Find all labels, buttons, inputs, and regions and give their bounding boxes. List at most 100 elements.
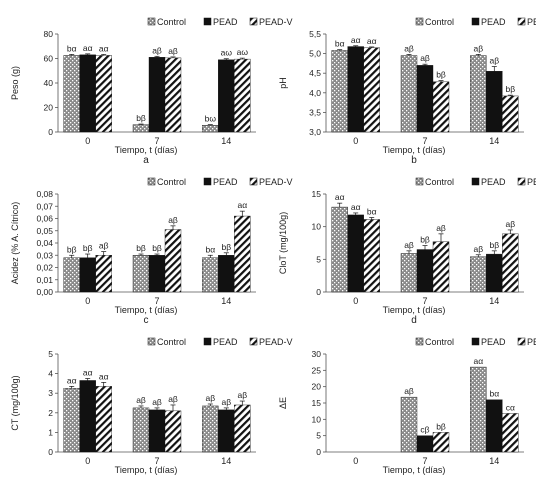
bar-pead-t0 [79,54,96,133]
x-tick-label: 14 [489,296,499,306]
bar-pead-t14 [486,399,503,453]
data-label: bβ [221,242,231,252]
data-label: bα [489,389,499,399]
bar-control-t14 [470,256,487,293]
y-tick-label: 5 [48,349,53,359]
panel-letter: d [411,315,417,326]
y-tick-label: 4 [48,369,53,379]
y-tick-label: 5 [316,254,321,264]
bar-pead-t7 [148,255,166,293]
legend-swatch-pead [471,177,480,186]
y-tick-label: 30 [312,349,322,359]
data-label: aω [237,47,249,57]
y-tick-label: 15 [312,189,322,199]
data-label: aβ [436,223,446,233]
y-tick-label: 4,0 [309,88,321,98]
chart-panel-c: Control PEAD PEAD-V 0,00 0,01 0,02 0,03 0,04 0,0… [10,177,293,326]
x-tick-label: 7 [422,136,427,146]
x-tick-label: 7 [154,296,159,306]
legend-label-peadv: PEAD-V [527,337,536,347]
legend-label-control: Control [157,17,186,27]
x-tick-label: 0 [85,296,90,306]
panel-letter: a [143,155,149,166]
y-tick-label: 20 [312,382,322,392]
data-label: bβ [505,84,515,94]
bar-peadv-t0 [95,55,112,133]
bar-peadv-t7 [164,57,182,133]
data-label: aβ [473,43,483,53]
x-axis-label: Tiempo, t (días) [115,145,178,155]
bar-peadv-t0 [363,219,380,293]
y-tick-label: 0,01 [36,275,53,285]
data-label: bβ [489,240,499,250]
legend-swatch-control [415,17,424,26]
bar-control-t7 [400,55,418,133]
x-tick-label: 14 [489,136,499,146]
legend-label-peadv: PEAD-V [259,17,293,27]
legend-swatch-peadv [517,337,526,346]
y-tick-label: 3,0 [309,127,321,137]
x-axis-label: Tiempo, t (días) [383,305,446,315]
y-tick-label: 0,02 [36,263,53,273]
bar-pead-t7 [416,249,434,293]
bar-peadv-t7 [432,81,450,133]
bar-peadv-t14 [234,404,251,453]
legend-swatch-peadv [517,177,526,186]
bar-peadv-t0 [95,255,112,293]
legend-label-peadv: PEAD-V [259,177,293,187]
x-tick-label: 7 [154,136,159,146]
x-tick-label: 14 [221,136,231,146]
chart-legend: Control PEAD PEAD-V [147,17,293,27]
data-label: bβ [67,244,77,254]
x-tick-label: 0 [353,136,358,146]
y-tick-label: 0 [48,447,53,457]
data-label: aα [351,202,361,212]
bar-pead-t0 [347,46,364,133]
data-label: aβ [99,241,109,251]
y-tick-label: 5,0 [309,49,321,59]
y-tick-label: 0 [316,287,321,297]
data-label: aα [83,368,93,378]
x-tick-label: 0 [85,456,90,466]
legend-swatch-control [415,177,424,186]
data-label: aα [367,36,377,46]
bar-peadv-t7 [432,241,450,293]
bar-peadv-t14 [502,233,519,293]
panel-letter: c [144,315,149,326]
x-tick-label: 14 [221,456,231,466]
x-tick-label: 7 [422,296,427,306]
bar-control-t0 [331,50,348,133]
chart-legend: Control PEAD PEAD-V [147,337,293,347]
y-tick-label: 10 [312,222,322,232]
y-tick-label: 0,03 [36,250,53,260]
chart-panel-b: ControlPEADPEAD-V3,03,54,04,55,05,5pHbαa… [278,17,536,166]
legend-swatch-pead [471,337,480,346]
bar-peadv-t14 [502,413,519,453]
data-label: aω [221,48,233,58]
y-tick-label: 0,06 [36,214,53,224]
legend-label-control: Control [157,177,186,187]
y-tick-label: 0,00 [36,287,53,297]
legend-label-control: Control [425,177,454,187]
data-label: bα [67,43,77,53]
legend-label-control: Control [157,337,186,347]
legend-swatch-control [147,17,156,26]
data-label: bβ [152,243,162,253]
y-tick-label: 0,05 [36,226,53,236]
bar-control-t14 [202,405,219,453]
chart-legend: Control PEAD PEAD-V [147,177,293,187]
bar-pead-t7 [416,65,434,133]
legend-swatch-pead [203,17,212,26]
legend-label-pead: PEAD [481,17,506,27]
bar-pead-t14 [218,409,235,453]
legend-swatch-control [147,177,156,186]
x-axis-label: Tiempo, t (días) [115,465,178,475]
legend-swatch-control [415,337,424,346]
bar-pead-t7 [148,409,166,453]
bar-control-t14 [470,366,487,453]
